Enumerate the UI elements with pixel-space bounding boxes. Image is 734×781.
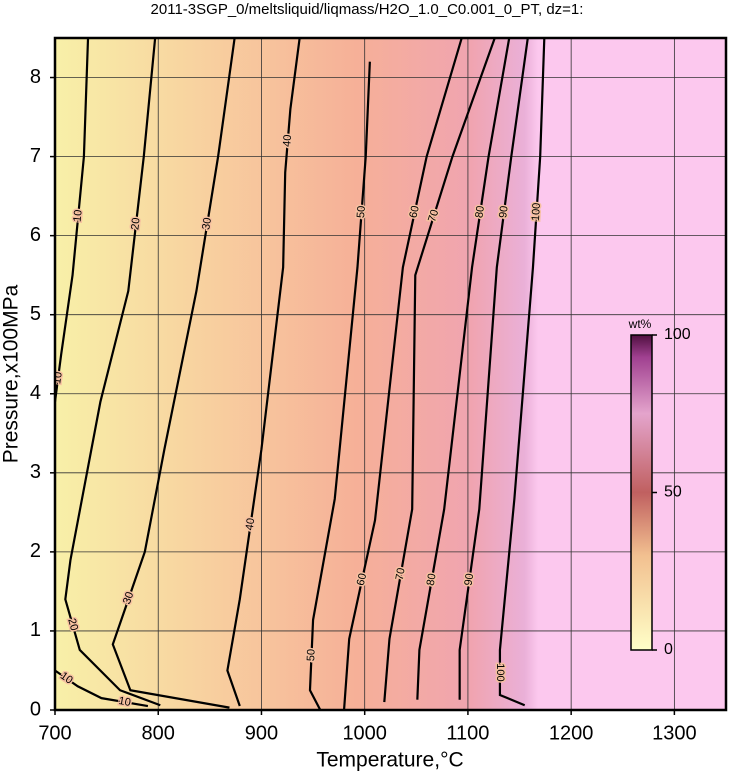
contour-line [64, 38, 161, 707]
y-tick-label: 2 [30, 540, 41, 562]
contour-label: 100 [530, 202, 543, 221]
contour-label: 60 [355, 572, 369, 587]
y-tick-label: 7 [30, 145, 41, 167]
y-tick-label: 3 [30, 461, 41, 483]
contour-label: 40 [244, 517, 258, 531]
contour-label: 50 [355, 205, 368, 218]
contour-line [111, 38, 236, 709]
colorbar-ticks: 0 50 100 [652, 326, 691, 658]
contour-label: 70 [426, 208, 441, 223]
contour-label: 50 [305, 649, 318, 662]
contour-line [308, 61, 371, 710]
y-tick-label: 4 [30, 382, 41, 404]
contour-label: 90 [463, 573, 477, 587]
contour-line [342, 38, 463, 710]
contour-label: 40 [281, 134, 294, 147]
contour-line [458, 38, 529, 700]
x-tick-label: 700 [38, 722, 71, 744]
contour-label: 90 [497, 205, 510, 219]
x-tick-label: 1100 [446, 722, 489, 744]
contour-label: 70 [394, 567, 408, 581]
x-tick-label: 800 [142, 722, 175, 744]
y-tick-label: 1 [30, 619, 41, 641]
contour-label: 10 [118, 695, 132, 709]
contour-label: 60 [408, 205, 422, 219]
x-tick-label: 1200 [549, 722, 594, 744]
x-tick-label: 900 [245, 722, 278, 744]
contour-line [383, 38, 496, 703]
contour-label: 10 [51, 371, 64, 385]
y-tick-label: 8 [30, 66, 41, 88]
y-tick-label: 0 [30, 698, 41, 720]
plot-frame [53, 36, 728, 712]
contour-label: 30 [200, 217, 214, 231]
colorbar-label: wt% [628, 317, 652, 331]
contour-line [226, 38, 301, 707]
contour-label: 30 [121, 590, 136, 606]
x-axis-label: Temperature,°C [316, 749, 463, 772]
contour-label: 10 [72, 209, 85, 222]
x-tick-label: 1300 [652, 722, 697, 744]
contour-label: 80 [473, 205, 487, 219]
contour-label: 100 [494, 663, 506, 681]
y-tick-label: 6 [30, 224, 41, 246]
y-tick-label: 5 [30, 303, 41, 325]
colorbar [630, 334, 653, 651]
contour-label: 80 [425, 572, 439, 586]
contour-line [55, 38, 149, 708]
contour-label: 20 [129, 217, 142, 231]
contours: 1010101020203030404050506060707080809090… [51, 38, 546, 710]
colorbar-tick-label: 100 [664, 326, 691, 343]
contour-line [416, 38, 511, 700]
chart-title: 2011-3SGP_0/meltsliquid/liqmass/H2O_1.0_… [151, 1, 584, 18]
colorbar-tick-label: 0 [664, 641, 673, 658]
contour-line [498, 38, 546, 707]
colorbar-tick-label: 50 [664, 484, 682, 501]
x-tick-label: 1000 [342, 722, 387, 744]
contour-label: 20 [65, 617, 80, 632]
y-axis-label: Pressure,x100MPa [0, 284, 23, 463]
